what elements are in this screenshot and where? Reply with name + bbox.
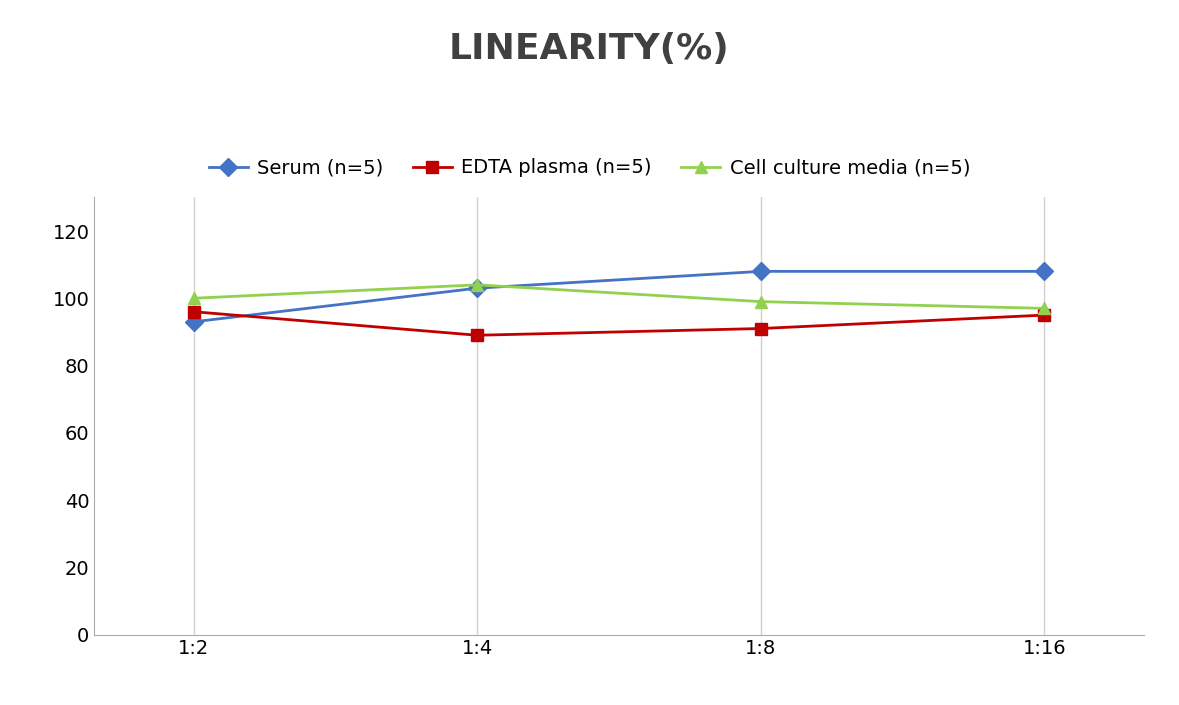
Text: LINEARITY(%): LINEARITY(%) <box>449 32 730 66</box>
Legend: Serum (n=5), EDTA plasma (n=5), Cell culture media (n=5): Serum (n=5), EDTA plasma (n=5), Cell cul… <box>200 151 979 185</box>
